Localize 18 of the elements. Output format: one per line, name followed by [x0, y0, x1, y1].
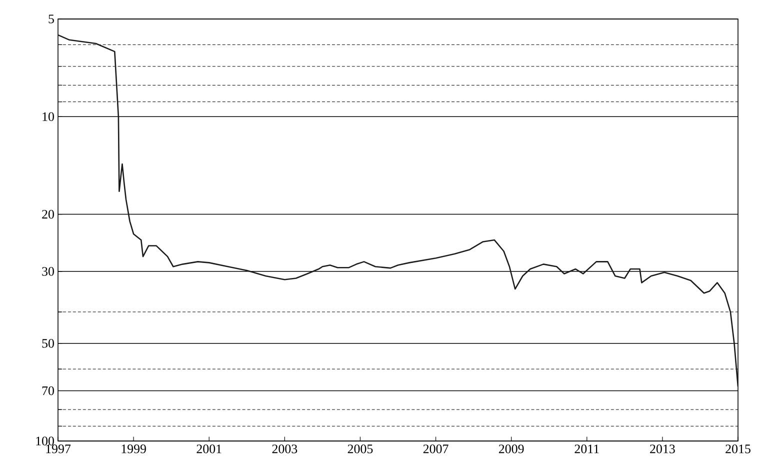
- y-tick-label: 10: [42, 112, 54, 122]
- line-series: [58, 34, 738, 388]
- x-tick-label: 2007: [423, 444, 448, 454]
- y-tick-label: 50: [42, 339, 54, 348]
- y-tick-label: 20: [42, 210, 54, 219]
- x-tick-label: 2011: [574, 444, 599, 454]
- x-tick-label: 2003: [272, 444, 298, 454]
- y-tick-label: 5: [48, 14, 54, 24]
- x-tick-label: 2015: [726, 444, 750, 454]
- x-tick-label: 2013: [650, 444, 675, 454]
- x-tick-label: 2001: [196, 444, 222, 454]
- y-tick-label: 100: [36, 436, 54, 446]
- x-tick-label: 1997: [46, 444, 71, 454]
- y-tick-label: 30: [42, 267, 54, 276]
- x-tick-label: 2005: [348, 444, 373, 454]
- y-tick-label: 70: [42, 386, 54, 396]
- x-tick-label: 1999: [122, 444, 146, 454]
- x-tick-label: 2009: [498, 444, 524, 454]
